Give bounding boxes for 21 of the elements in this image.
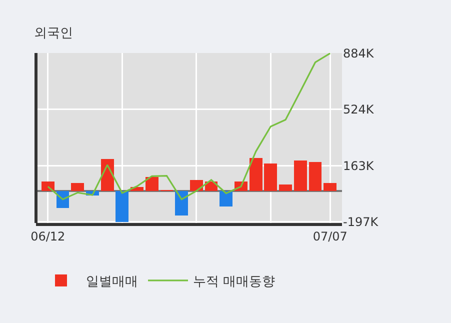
bar (279, 184, 292, 191)
bar (71, 183, 84, 191)
bar (116, 190, 129, 222)
bar (175, 190, 188, 216)
bar (220, 190, 233, 207)
bar (190, 180, 203, 191)
bar (308, 162, 322, 191)
legend-label: 일별매매 (86, 274, 138, 290)
line-series (47, 53, 331, 200)
chart-title: 외국인 (34, 26, 73, 41)
y-tick-label: 884K (343, 46, 375, 61)
y-tick-label: 163K (343, 158, 375, 173)
bar (294, 160, 307, 191)
bar (324, 182, 337, 191)
x-tick-label: 06/12 (30, 229, 66, 244)
bar (145, 176, 158, 191)
y-tick-label: 524K (343, 102, 375, 117)
legend-label: 누적 매매동향 (193, 274, 276, 290)
y-tick-label: -197K (343, 214, 380, 229)
bar (41, 182, 54, 191)
x-tick-label: 07/07 (312, 229, 348, 244)
